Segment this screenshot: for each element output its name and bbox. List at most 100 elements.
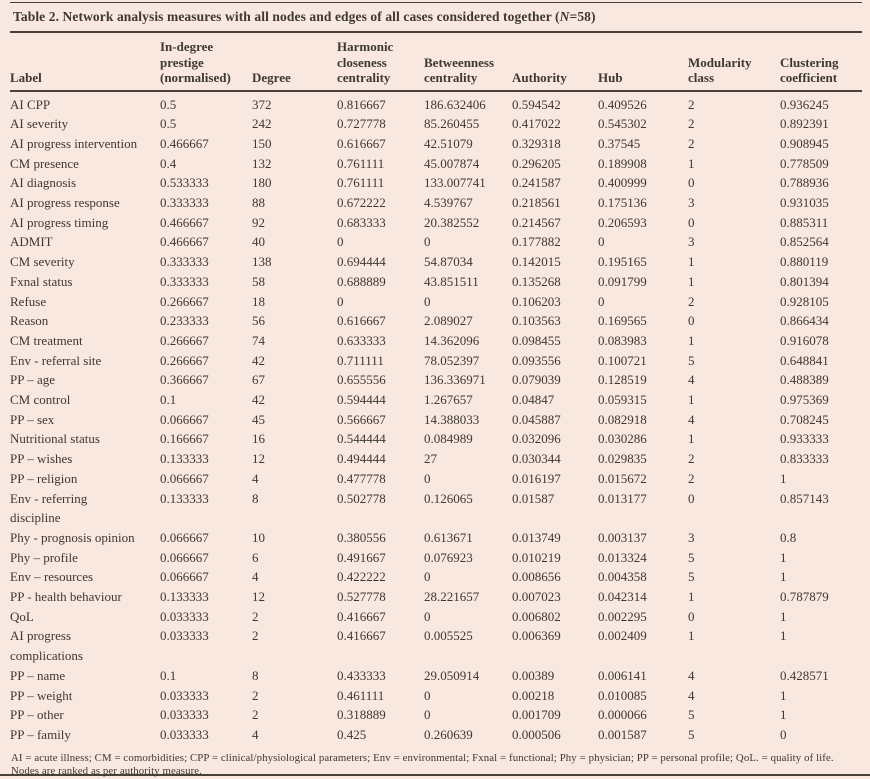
value-cell-betweenness-centrality: 0 (424, 293, 431, 309)
table-row: PP – sex 0.066667 45 0.566667 14.388033 0.045… (10, 410, 862, 430)
row-label-cell: CM severity (10, 254, 75, 270)
value-cell-clustering-coefficient: 0.928105 (780, 293, 829, 309)
value-cell-authority: 0.04847 (512, 392, 555, 408)
value-cell-modularity-class: 3 (688, 195, 695, 211)
abbreviations-footnote: AI = acute illness; CM = comorbidities; … (11, 751, 834, 764)
value-cell-authority: 0.098455 (512, 332, 561, 348)
row-label-cell: AI severity (10, 116, 69, 132)
value-cell-in-degree-prestige: 0.4 (160, 155, 177, 171)
value-cell-harmonic-closeness-centrality: 0.655556 (337, 372, 386, 388)
value-cell-harmonic-closeness-centrality: 0.761111 (337, 175, 385, 191)
network-analysis-table: Label In-degree prestige (normalised) Degr… (10, 33, 862, 745)
row-label-cell: AI progress complications (10, 628, 83, 664)
value-cell-hub: 0.091799 (598, 273, 647, 289)
value-cell-hub: 0.206593 (598, 214, 647, 230)
value-cell-betweenness-centrality: 28.221657 (424, 589, 480, 605)
value-cell-clustering-coefficient: 0.885311 (780, 214, 829, 230)
value-cell-degree: 74 (252, 332, 265, 348)
value-cell-harmonic-closeness-centrality: 0.477778 (337, 470, 386, 486)
value-cell-authority: 0.214567 (512, 214, 561, 230)
value-cell-betweenness-centrality: 78.052397 (424, 352, 480, 368)
value-cell-in-degree-prestige: 0.366667 (160, 372, 209, 388)
value-cell-betweenness-centrality: 2.089027 (424, 313, 473, 329)
table-row: Reason 0.233333 56 0.616667 2.089027 0.103563… (10, 311, 862, 331)
column-header-degree: Degree (252, 33, 337, 92)
value-cell-betweenness-centrality: 0.613671 (424, 529, 473, 545)
value-cell-clustering-coefficient: 0.852564 (780, 234, 829, 250)
row-label-cell: CM presence (10, 155, 79, 171)
value-cell-modularity-class: 2 (688, 470, 695, 486)
value-cell-degree: 12 (252, 451, 265, 467)
table-row: PP – weight 0.033333 2 0.461111 0 0.00218 0.01… (10, 686, 862, 706)
value-cell-in-degree-prestige: 0.1 (160, 667, 177, 683)
table-row: AI severity 0.5 242 0.727778 85.260455 0.4170… (10, 114, 862, 134)
value-cell-in-degree-prestige: 0.033333 (160, 727, 209, 742)
value-cell-degree: 138 (252, 254, 272, 270)
table-row: CM severity 0.333333 138 0.694444 54.87034 0.… (10, 252, 862, 272)
row-label-cell: PP - health behaviour (10, 589, 122, 605)
value-cell-degree: 8 (252, 667, 259, 683)
value-cell-in-degree-prestige: 0.266667 (160, 352, 209, 368)
value-cell-hub: 0.169565 (598, 313, 647, 329)
table-row: PP – family 0.033333 4 0.425 0.260639 0.00050… (10, 725, 862, 745)
value-cell-harmonic-closeness-centrality: 0.566667 (337, 411, 386, 427)
value-cell-hub: 0.015672 (598, 470, 647, 486)
value-cell-in-degree-prestige: 0.133333 (160, 451, 209, 467)
value-cell-harmonic-closeness-centrality: 0.761111 (337, 155, 385, 171)
value-cell-hub: 0.083983 (598, 332, 647, 348)
value-cell-authority: 0.177882 (512, 234, 561, 250)
value-cell-betweenness-centrality: 0 (424, 707, 431, 723)
value-cell-modularity-class: 1 (688, 431, 695, 447)
value-cell-modularity-class: 4 (688, 667, 695, 683)
table-title-n: N (559, 9, 570, 24)
value-cell-clustering-coefficient: 0.916078 (780, 332, 829, 348)
value-cell-degree: 242 (252, 116, 272, 132)
value-cell-harmonic-closeness-centrality: 0.318889 (337, 707, 386, 723)
value-cell-harmonic-closeness-centrality: 0.616667 (337, 313, 386, 329)
row-label-cell: ADMIT (10, 234, 53, 250)
value-cell-harmonic-closeness-centrality: 0.527778 (337, 589, 386, 605)
row-label-cell: PP – age (10, 372, 56, 388)
table-title: Table 2. Network analysis measures with … (13, 9, 862, 25)
value-cell-hub: 0.001587 (598, 727, 647, 742)
value-cell-betweenness-centrality: 45.007874 (424, 155, 480, 171)
table-title-text: Table 2. Network analysis measures with … (13, 9, 560, 24)
column-header-betweenness-centrality: Betweenness centrality (424, 33, 512, 92)
value-cell-harmonic-closeness-centrality: 0.633333 (337, 332, 386, 348)
value-cell-authority: 0.594542 (512, 96, 561, 112)
table-footnotes: AI = acute illness; CM = comorbidities; … (10, 752, 862, 779)
row-label-cell: AI progress timing (10, 214, 109, 230)
value-cell-hub: 0.029835 (598, 451, 647, 467)
value-cell-betweenness-centrality: 0 (424, 569, 431, 585)
value-cell-modularity-class: 5 (688, 707, 695, 723)
value-cell-in-degree-prestige: 0.466667 (160, 214, 209, 230)
value-cell-hub: 0.010085 (598, 687, 647, 703)
value-cell-betweenness-centrality: 0.076923 (424, 549, 473, 565)
row-label-cell: PP – other (10, 707, 64, 723)
value-cell-authority: 0.079039 (512, 372, 561, 388)
value-cell-modularity-class: 0 (688, 490, 695, 506)
value-cell-modularity-class: 3 (688, 234, 695, 250)
row-label-cell: PP – family (10, 727, 71, 742)
value-cell-betweenness-centrality: 20.382552 (424, 214, 480, 230)
value-cell-in-degree-prestige: 0.5 (160, 96, 177, 112)
table-row: AI progress complications 0.033333 2 0.4166… (10, 626, 862, 665)
value-cell-betweenness-centrality: 27 (424, 451, 437, 467)
value-cell-degree: 42 (252, 392, 265, 408)
value-cell-degree: 132 (252, 155, 272, 171)
table-row: Env - referral site 0.266667 42 0.711111 78.… (10, 351, 862, 371)
value-cell-degree: 92 (252, 214, 265, 230)
column-header-harmonic-closeness-centrality: Harmonic closeness centrality (337, 33, 424, 92)
value-cell-degree: 2 (252, 687, 259, 703)
table-row: PP – age 0.366667 67 0.655556 136.336971 0.07… (10, 370, 862, 390)
value-cell-harmonic-closeness-centrality: 0.816667 (337, 96, 386, 112)
value-cell-modularity-class: 5 (688, 549, 695, 565)
value-cell-authority: 0.007023 (512, 589, 561, 605)
value-cell-in-degree-prestige: 0.466667 (160, 234, 209, 250)
value-cell-degree: 18 (252, 293, 265, 309)
value-cell-authority: 0.013749 (512, 529, 561, 545)
value-cell-clustering-coefficient: 0.833333 (780, 451, 829, 467)
value-cell-authority: 0.006369 (512, 628, 561, 644)
value-cell-hub: 0.004358 (598, 569, 647, 585)
value-cell-hub: 0.37545 (598, 135, 641, 151)
